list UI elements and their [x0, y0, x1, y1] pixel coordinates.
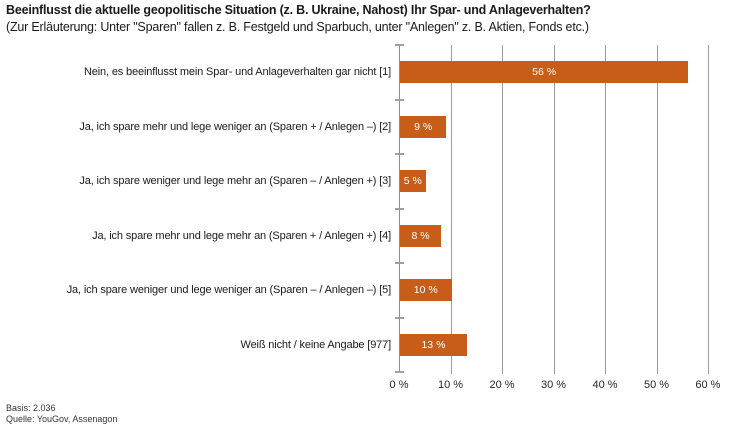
- category-label: Ja, ich spare mehr und lege weniger an (…: [79, 120, 391, 133]
- y-axis-tick: [395, 44, 404, 46]
- gridline: [553, 45, 555, 374]
- basis-note: Basis: 2.036: [6, 403, 56, 413]
- bar-value-label: 13 %: [421, 338, 446, 351]
- x-axis-labels: 0 % 10 % 20 % 30 % 40 % 50 % 60 %: [390, 379, 721, 393]
- chart-title: Beeinflusst die aktuelle geopolitische S…: [6, 3, 591, 17]
- x-axis-tick-label: 0 %: [389, 379, 409, 391]
- y-axis-tick: [395, 207, 404, 210]
- bar: 13 %: [400, 333, 467, 356]
- source-note: Quelle: YouGov, Assenagon: [6, 414, 118, 424]
- plot-area: 56 % 9 % 5 % 8 % 10 % 13 %: [395, 44, 710, 374]
- category-label: Ja, ich spare weniger und lege mehr an (…: [79, 175, 391, 188]
- x-axis-tick-label: 10 %: [437, 379, 464, 391]
- bar: 56 %: [400, 61, 689, 84]
- category-label: Nein, es beeinflusst mein Spar- und Anla…: [84, 66, 391, 79]
- gridline: [656, 45, 658, 374]
- x-axis-tick-label: 30 %: [540, 379, 567, 391]
- y-axis-tick: [395, 98, 404, 101]
- gridline: [707, 45, 709, 374]
- gridline: [502, 45, 503, 374]
- bar: 10 %: [400, 279, 452, 302]
- x-axis-tick-label: 20 %: [489, 379, 515, 391]
- category-label: Ja, ich spare mehr und lege mehr an (Spa…: [92, 229, 391, 242]
- bar-value-label: 10 %: [413, 284, 438, 297]
- bar-value-label: 9 %: [414, 120, 433, 133]
- gridline: [450, 45, 452, 374]
- chart-subtitle: (Zur Erläuterung: Unter "Sparen" fallen …: [6, 20, 589, 34]
- y-axis-tick: [395, 153, 404, 155]
- bar-value-label: 56 %: [532, 66, 557, 79]
- bar: 9 %: [400, 115, 447, 138]
- bar: 5 %: [400, 170, 426, 193]
- x-axis-tick-label: 60 %: [695, 379, 721, 391]
- category-label: Ja, ich spare weniger und lege weniger a…: [66, 284, 391, 297]
- bar-value-label: 5 %: [403, 175, 422, 188]
- category-labels: Nein, es beeinflusst mein Spar- und Anla…: [0, 45, 391, 372]
- footer: Basis: 2.036 Quelle: YouGov, Assenagon: [6, 403, 117, 425]
- y-axis-tick: [395, 262, 404, 264]
- gridline: [605, 45, 606, 374]
- category-label: Weiß nicht / keine Angabe [977]: [240, 338, 392, 351]
- bar-chart: Nein, es beeinflusst mein Spar- und Anla…: [0, 44, 730, 405]
- bar-value-label: 8 %: [411, 229, 430, 242]
- x-axis-tick-label: 40 %: [592, 379, 618, 391]
- y-axis-tick: [395, 316, 404, 319]
- bar: 8 %: [400, 224, 442, 247]
- x-axis-tick-label: 50 %: [643, 379, 670, 391]
- y-axis-tick: [395, 371, 404, 373]
